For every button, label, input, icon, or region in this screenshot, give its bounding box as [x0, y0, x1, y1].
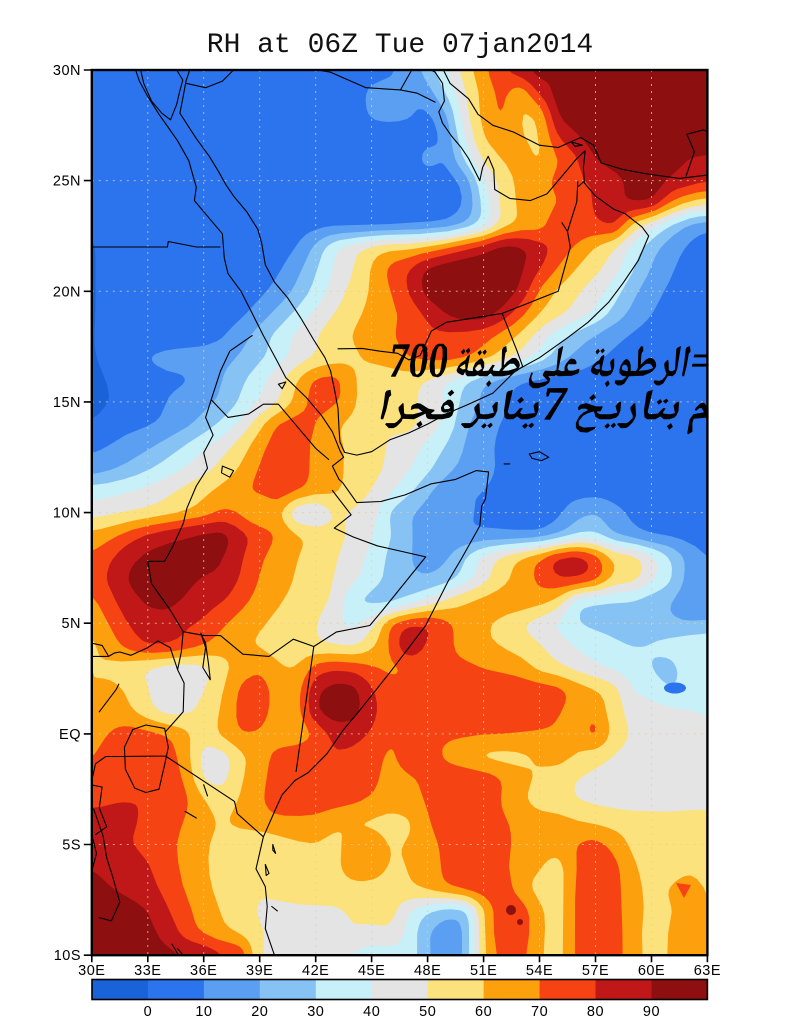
svg-text:15N: 15N — [53, 395, 81, 411]
svg-text:36E: 36E — [190, 963, 217, 979]
svg-text:45E: 45E — [358, 963, 385, 979]
svg-text:25N: 25N — [53, 174, 81, 190]
svg-text:30E: 30E — [78, 963, 105, 979]
svg-text:5N: 5N — [61, 616, 81, 632]
svg-text:39E: 39E — [246, 963, 273, 979]
svg-text:RH at 06Z Tue 07jan2014: RH at 06Z Tue 07jan2014 — [207, 30, 593, 61]
svg-text:42E: 42E — [302, 963, 329, 979]
svg-text:EQ: EQ — [59, 727, 81, 743]
svg-text:10S: 10S — [54, 948, 81, 964]
svg-text:30N: 30N — [53, 63, 81, 79]
svg-text:30: 30 — [307, 1004, 324, 1020]
svg-text:33E: 33E — [134, 963, 161, 979]
svg-text:63E: 63E — [694, 963, 721, 979]
svg-text:51E: 51E — [470, 963, 497, 979]
svg-text:0: 0 — [144, 1004, 153, 1020]
svg-text:5S: 5S — [62, 838, 81, 854]
svg-text:60: 60 — [475, 1004, 492, 1020]
svg-text:10N: 10N — [53, 506, 81, 522]
svg-text:40: 40 — [363, 1004, 380, 1020]
svg-text:20N: 20N — [53, 284, 81, 300]
svg-text:57E: 57E — [582, 963, 609, 979]
svg-text:50: 50 — [419, 1004, 436, 1020]
svg-text:80: 80 — [587, 1004, 604, 1020]
svg-text:20: 20 — [251, 1004, 268, 1020]
svg-text:90: 90 — [643, 1004, 660, 1020]
svg-text:10: 10 — [195, 1004, 212, 1020]
svg-text:60E: 60E — [638, 963, 665, 979]
svg-text:70: 70 — [531, 1004, 548, 1020]
svg-text:48E: 48E — [414, 963, 441, 979]
svg-text:54E: 54E — [526, 963, 553, 979]
